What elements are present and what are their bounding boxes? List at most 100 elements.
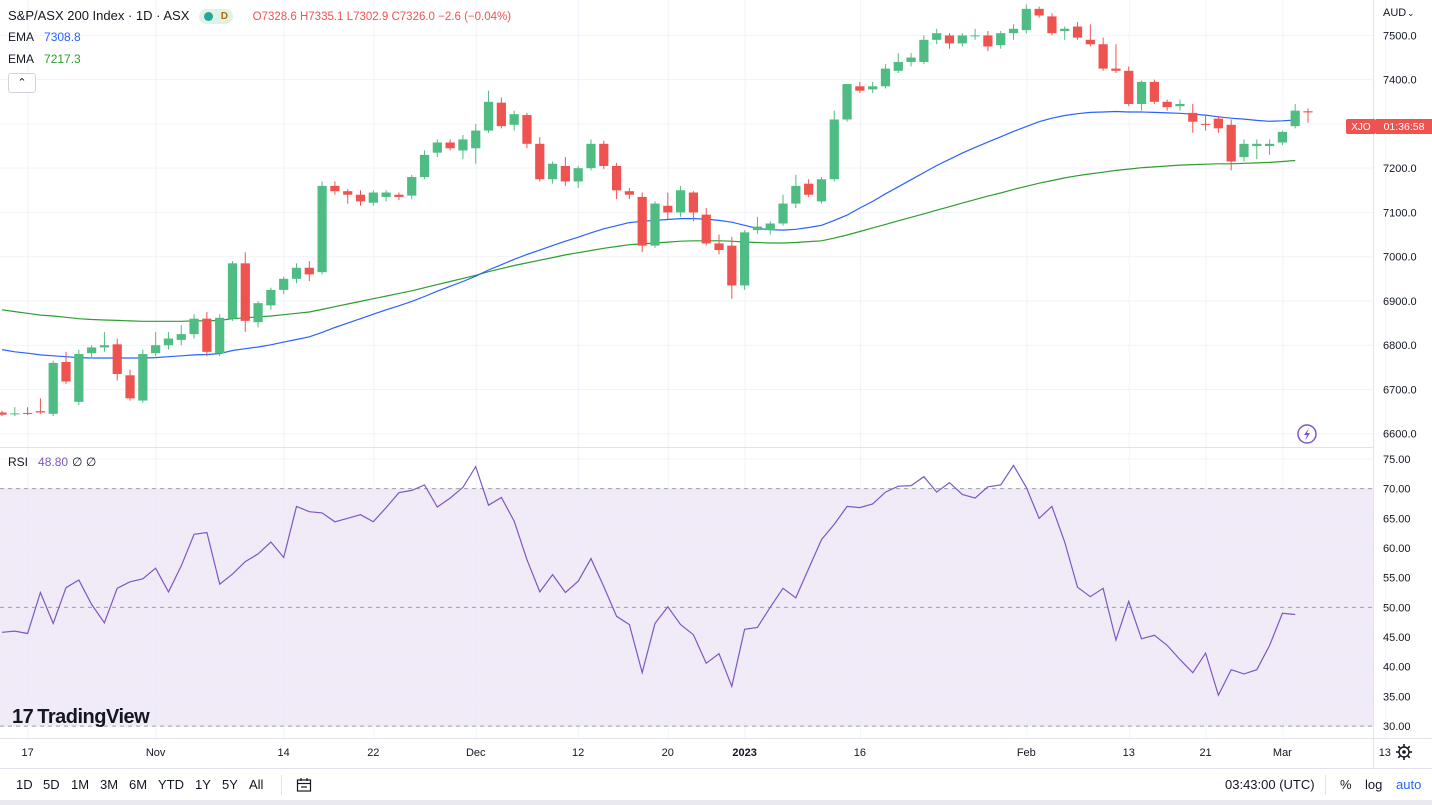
candle-body — [394, 194, 404, 197]
price-axis[interactable]: 7500.07400.07300.07200.07100.07000.06900… — [1383, 30, 1417, 440]
candle — [714, 234, 724, 255]
price-tick-label: 7000.0 — [1383, 252, 1417, 264]
ohlc-values: O7328.6 H7335.1 L7302.9 C7326.0 −2.6 (−0… — [253, 11, 511, 23]
price-tick-label: 7200.0 — [1383, 163, 1417, 175]
candle — [1047, 13, 1057, 36]
candle — [778, 194, 788, 226]
candle-body — [547, 163, 558, 180]
candle — [368, 190, 378, 206]
price-tick-label: 7100.0 — [1383, 207, 1417, 219]
candle-body — [880, 68, 891, 87]
candle-body — [1008, 28, 1019, 34]
candle-body — [240, 263, 250, 321]
candle-body — [535, 143, 545, 180]
data-feed-chip[interactable]: D — [199, 9, 233, 25]
rsi-label[interactable]: RSI — [8, 455, 29, 469]
candle — [906, 53, 916, 67]
rsi-tick-label: 30.00 — [1383, 721, 1411, 733]
ema-slow-line — [1, 159, 1296, 322]
candle-body — [419, 154, 430, 178]
candle-body — [611, 165, 622, 191]
candle — [1277, 130, 1288, 146]
candle-body — [432, 142, 442, 153]
candle-body — [599, 143, 609, 166]
timeframe-ytd[interactable]: YTD — [158, 777, 184, 792]
candle — [1264, 139, 1275, 155]
candle-body — [48, 362, 58, 414]
rsi-legend[interactable]: RSI 48.80 ∅ ∅ — [8, 455, 96, 469]
calendar-range-icon[interactable] — [296, 777, 312, 793]
candles-layer — [0, 4, 1313, 417]
candle — [983, 30, 993, 51]
chart-legend-header[interactable]: S&P/ASX 200 Index · 1D · ASX D O7328.6 H… — [8, 8, 511, 25]
timeframe-1d[interactable]: 1D — [16, 777, 33, 792]
candle-body — [215, 317, 225, 354]
candle — [893, 53, 903, 74]
candle-body — [125, 375, 135, 399]
candle-body — [138, 354, 148, 401]
candle-body — [522, 115, 532, 144]
ema-slow-layer — [1, 159, 1296, 322]
candle-body — [1085, 39, 1095, 45]
candle-body — [445, 142, 455, 149]
candle — [1098, 37, 1108, 71]
currency-label[interactable]: AUD — [1383, 7, 1406, 19]
candle — [560, 157, 570, 186]
candle — [663, 192, 673, 220]
candle-body — [1136, 81, 1147, 105]
timeframe-all[interactable]: All — [249, 777, 264, 792]
percent-scale-toggle[interactable]: % — [1340, 777, 1352, 792]
timeframe-1y[interactable]: 1Y — [195, 777, 211, 792]
ema-fast-label[interactable]: EMA — [8, 30, 35, 44]
ema-slow-label[interactable]: EMA — [8, 52, 35, 66]
candle-body — [189, 318, 199, 335]
timeframe-5d[interactable]: 5D — [43, 777, 60, 792]
candle — [957, 33, 967, 47]
ema-fast-layer — [1, 110, 1296, 359]
candle — [99, 331, 110, 352]
time-axis[interactable]: 17 Nov 14 22 Dec 12 20 2023 16 Feb 13 21 Mar 13 — [21, 747, 1390, 759]
candle — [919, 35, 929, 65]
candle — [163, 331, 174, 350]
timeframe-5y[interactable]: 5Y — [222, 777, 238, 792]
candle-body — [163, 338, 174, 346]
timeframe-1m[interactable]: 1M — [71, 777, 90, 792]
candle — [61, 351, 71, 385]
delay-label: D — [220, 11, 228, 23]
timeframe-6m[interactable]: 6M — [129, 777, 148, 792]
time-tick-label: 20 — [662, 747, 674, 759]
ema-fast-legend[interactable]: EMA 7308.8 — [8, 30, 81, 44]
collapse-legend-button[interactable]: ⌃ — [8, 73, 36, 93]
timeframe-3m[interactable]: 3M — [100, 777, 119, 792]
price-chart[interactable]: 7500.07400.07300.07200.07100.07000.06900… — [0, 0, 1432, 768]
candle — [932, 28, 942, 45]
currency-dropdown-icon[interactable]: ⌄ — [1407, 8, 1415, 18]
candle — [868, 81, 878, 93]
candle — [1200, 115, 1211, 131]
utc-clock[interactable]: 03:43:00 (UTC) — [1225, 777, 1315, 792]
time-tick-label: 21 — [1199, 747, 1211, 759]
candle — [227, 261, 238, 321]
gear-icon[interactable] — [1396, 744, 1412, 760]
toolbar-divider-right — [1325, 775, 1326, 795]
candle-body — [458, 139, 468, 151]
candle — [1111, 44, 1121, 74]
time-tick-label: 17 — [21, 747, 33, 759]
auto-scale-toggle[interactable]: auto — [1396, 777, 1422, 792]
rsi-axis[interactable]: 75.00 70.00 65.00 60.00 55.00 50.00 45.00 40.00… — [1383, 454, 1411, 733]
lightning-icon[interactable] — [1297, 424, 1317, 444]
candle — [1060, 26, 1070, 40]
time-tick-label: Feb — [1017, 747, 1036, 759]
candle — [291, 263, 302, 284]
change-value: −2.6 (−0.04%) — [438, 11, 512, 23]
tradingview-logo[interactable]: 17 TradingView — [12, 706, 150, 729]
price-tick-label: 7400.0 — [1383, 75, 1417, 87]
log-scale-toggle[interactable]: log — [1365, 777, 1383, 792]
candle — [970, 28, 980, 40]
candle — [727, 236, 737, 299]
candle — [522, 112, 532, 149]
symbol-title[interactable]: S&P/ASX 200 Index · 1D · ASX — [8, 8, 190, 23]
candle — [419, 150, 430, 180]
ema-slow-legend[interactable]: EMA 7217.3 — [8, 52, 81, 66]
candle-body — [74, 354, 84, 402]
